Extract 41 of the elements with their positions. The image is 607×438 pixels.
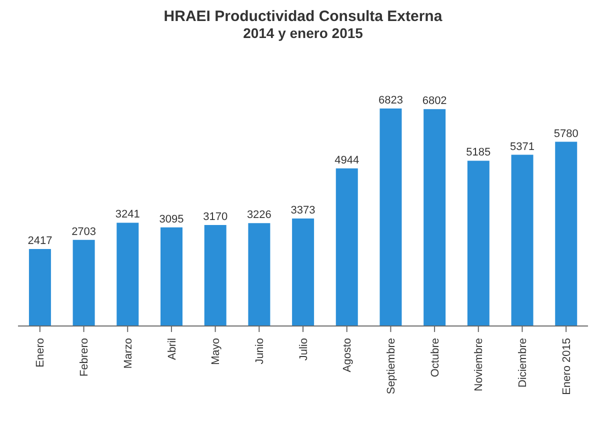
x-tick-label: Abril	[166, 338, 178, 360]
x-tick-label: Junio	[254, 338, 266, 364]
bar	[336, 168, 358, 326]
bar	[204, 224, 226, 326]
chart-subtitle: 2014 y enero 2015	[242, 25, 364, 41]
data-label: 4944	[334, 154, 360, 166]
bar	[424, 109, 446, 326]
x-tick-label: Mayo	[210, 338, 222, 365]
x-tick-label: Diciembre	[517, 338, 530, 388]
x-tick-label: Marzo	[122, 338, 134, 369]
x-tick-label: Noviembre	[473, 338, 486, 392]
data-label: 2703	[72, 226, 96, 238]
bar	[292, 218, 314, 326]
bar	[555, 142, 578, 326]
x-tick-label: Octubre	[429, 338, 442, 378]
data-label: 3241	[115, 208, 140, 221]
bar	[380, 108, 402, 326]
bar	[511, 154, 534, 326]
x-tick-label: Febrero	[78, 338, 91, 377]
bar	[116, 222, 139, 326]
x-tick-label: Enero 2015	[560, 338, 573, 395]
bar	[28, 248, 51, 326]
data-label: 3170	[203, 210, 228, 223]
bar	[72, 240, 95, 326]
data-label: 6823	[378, 94, 403, 107]
data-label: 5780	[554, 128, 578, 140]
data-label: 3373	[290, 204, 316, 216]
x-tick-label: Enero	[34, 338, 47, 368]
x-tick-label: Julio	[298, 338, 310, 361]
data-label: 3095	[159, 213, 184, 226]
data-label: 5371	[510, 140, 535, 153]
data-label: 2417	[28, 234, 52, 247]
bar	[248, 223, 270, 326]
chart-title: HRAEI Productividad Consulta Externa	[162, 8, 444, 25]
bar	[467, 160, 490, 326]
data-label: 6802	[422, 95, 447, 108]
bar	[160, 227, 182, 326]
x-tick-label: Agosto	[342, 338, 354, 372]
x-tick-label: Septiembre	[386, 338, 398, 394]
data-label: 5185	[466, 146, 491, 159]
data-label: 3226	[246, 209, 272, 222]
